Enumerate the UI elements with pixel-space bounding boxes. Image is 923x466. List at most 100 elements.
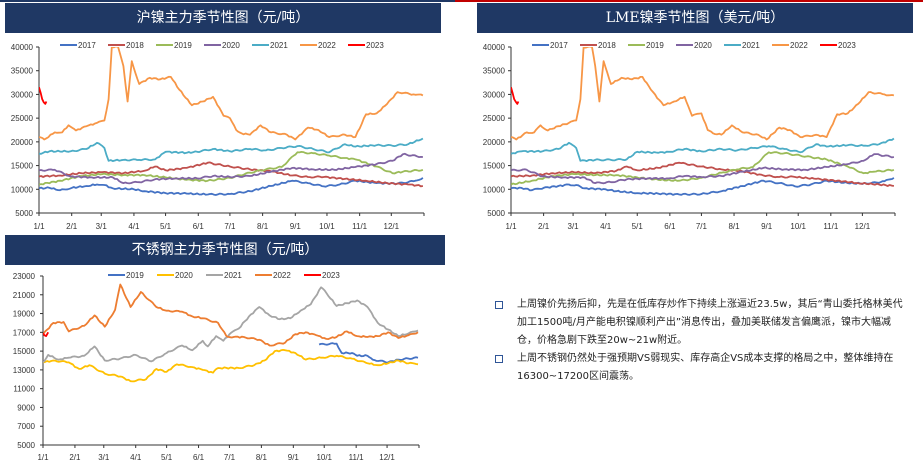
- ss-x-tick-label: 5/1: [161, 453, 173, 462]
- ss-x-tick-label: 8/1: [256, 453, 268, 462]
- ss-x-tick-label: 9/1: [288, 453, 300, 462]
- square-bullet-icon: [495, 355, 503, 363]
- shfe-y-tick-label: 20000: [11, 138, 34, 147]
- ss-legend-label: 2020: [175, 271, 193, 280]
- lme-x-tick-label: 12/1: [855, 222, 871, 231]
- shfe-x-tick-label: 9/1: [290, 222, 302, 231]
- ss-y-tick-label: 17000: [13, 328, 36, 337]
- ss-series-2020: [43, 348, 419, 383]
- lme-legend-label: 2019: [646, 41, 664, 50]
- shfe-series-2021: [39, 137, 424, 163]
- shfe-series-2017: [39, 177, 424, 196]
- shfe-x-tick-label: 4/1: [128, 222, 140, 231]
- shfe-series-2023: [39, 87, 48, 105]
- ss-series-2021: [43, 286, 419, 364]
- lme-series-2019: [511, 151, 895, 186]
- lme-y-tick-label: 30000: [483, 90, 506, 99]
- shfe-x-tick-label: 5/1: [160, 222, 172, 231]
- shfe-series-2018: [39, 161, 424, 188]
- lme-series-2021: [511, 137, 895, 163]
- ss-y-tick-label: 23000: [13, 272, 36, 281]
- header-rule-blue: [0, 0, 455, 2]
- lme-legend-label: 2023: [838, 41, 856, 50]
- ss-x-tick-label: 3/1: [98, 453, 110, 462]
- ss-chart-title: 不锈钢主力季节性图（元/吨）: [5, 235, 445, 265]
- note-item: 上周不锈钢仍然处于强预期VS弱现实、库存高企VS成本支撑的格局之中，整体维持在1…: [493, 350, 903, 386]
- ss-y-tick-label: 15000: [13, 347, 36, 356]
- lme-x-tick-label: 2/1: [538, 222, 550, 231]
- lme-x-tick-label: 8/1: [728, 222, 740, 231]
- lme-y-tick-label: 40000: [483, 43, 506, 52]
- shfe-legend-label: 2022: [318, 41, 336, 50]
- shfe-y-tick-label: 30000: [11, 90, 34, 99]
- lme-x-tick-label: 1/1: [505, 222, 517, 231]
- lme-x-tick-label: 10/1: [790, 222, 806, 231]
- ss-x-tick-label: 10/1: [316, 453, 332, 462]
- ss-legend-label: 2019: [126, 271, 144, 280]
- shfe-x-tick-label: 8/1: [257, 222, 269, 231]
- note-text: 上周不锈钢仍然处于强预期VS弱现实、库存高企VS成本支撑的格局之中，整体维持在1…: [517, 353, 894, 382]
- shfe-x-tick-label: 11/1: [352, 222, 368, 231]
- ss-y-tick-label: 11000: [13, 385, 35, 394]
- ss-y-tick-label: 9000: [17, 403, 35, 412]
- ss-x-tick-label: 11/1: [349, 453, 365, 462]
- lme-x-tick-label: 4/1: [600, 222, 612, 231]
- lme-series-2018: [511, 161, 895, 187]
- shfe-y-tick-label: 10000: [11, 185, 34, 194]
- lme-x-tick-label: 3/1: [568, 222, 580, 231]
- ss-x-tick-label: 6/1: [193, 453, 205, 462]
- lme-series-2017: [511, 177, 895, 196]
- note-text: 上周镍价先扬后抑，先是在低库存炒作下持续上涨逼近23.5w，其后“青山委托格林美…: [517, 299, 903, 346]
- ss-series-2019: [318, 342, 419, 364]
- lme-y-tick-label: 10000: [483, 185, 506, 194]
- ss-x-tick-label: 4/1: [130, 453, 142, 462]
- ss-x-tick-label: 12/1: [379, 453, 395, 462]
- lme-y-tick-label: 25000: [483, 114, 506, 123]
- lme-y-tick-label: 5000: [487, 209, 505, 218]
- ss-series-2022: [43, 283, 419, 347]
- note-item: 上周镍价先扬后抑，先是在低库存炒作下持续上涨逼近23.5w，其后“青山委托格林美…: [493, 296, 903, 350]
- commentary: 上周镍价先扬后抑，先是在低库存炒作下持续上涨逼近23.5w，其后“青山委托格林美…: [493, 296, 903, 386]
- shfe-legend-label: 2020: [222, 41, 240, 50]
- lme-series-2022: [511, 47, 895, 141]
- shfe-y-tick-label: 5000: [15, 209, 33, 218]
- shfe-series-2019: [39, 150, 424, 186]
- lme-y-tick-label: 15000: [483, 162, 506, 171]
- lme-series-2023: [511, 87, 520, 105]
- lme-x-tick-label: 5/1: [632, 222, 644, 231]
- ss-x-tick-label: 2/1: [69, 453, 81, 462]
- shfe-series-2022: [39, 47, 424, 141]
- shfe-y-tick-label: 40000: [11, 43, 34, 52]
- ss-y-tick-label: 21000: [13, 291, 36, 300]
- ss-legend-label: 2021: [224, 271, 242, 280]
- ss-legend-label: 2022: [273, 271, 291, 280]
- ss-y-tick-label: 7000: [17, 422, 35, 431]
- ss-legend-label: 2023: [322, 271, 340, 280]
- lme-x-tick-label: 9/1: [761, 222, 773, 231]
- ss-y-tick-label: 13000: [13, 366, 36, 375]
- lme-x-tick-label: 6/1: [664, 222, 676, 231]
- lme-legend-label: 2021: [742, 41, 760, 50]
- shfe-x-tick-label: 3/1: [96, 222, 108, 231]
- lme-y-tick-label: 35000: [483, 67, 506, 76]
- ss-x-tick-label: 7/1: [224, 453, 236, 462]
- shfe-x-tick-label: 12/1: [384, 222, 400, 231]
- lme-y-tick-label: 20000: [483, 138, 506, 147]
- shfe-series-2020: [39, 152, 423, 185]
- square-bullet-icon: [495, 301, 503, 309]
- header-rule-red: [455, 0, 923, 2]
- shfe-x-tick-label: 1/1: [33, 222, 45, 231]
- shfe-x-tick-label: 6/1: [193, 222, 205, 231]
- shfe-legend-label: 2023: [366, 41, 384, 50]
- shfe-x-tick-label: 2/1: [66, 222, 78, 231]
- shfe-legend-label: 2019: [174, 41, 192, 50]
- lme-x-tick-label: 11/1: [823, 222, 839, 231]
- ss-series-2023: [43, 331, 49, 338]
- lme-legend-label: 2017: [550, 41, 568, 50]
- lme-series-2020: [511, 153, 895, 185]
- shfe-legend-label: 2017: [78, 41, 96, 50]
- lme-x-tick-label: 7/1: [696, 222, 708, 231]
- shfe-x-tick-label: 10/1: [319, 222, 335, 231]
- lme-legend-label: 2022: [790, 41, 808, 50]
- shfe-x-tick-label: 7/1: [224, 222, 236, 231]
